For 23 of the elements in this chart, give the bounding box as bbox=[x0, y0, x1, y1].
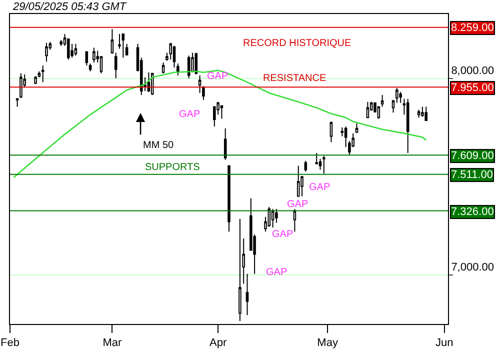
text: 29/05/2025 05:43 GMT bbox=[12, 1, 128, 13]
annotation: GAP bbox=[287, 199, 308, 210]
annotation: MM 50 bbox=[143, 140, 174, 151]
annotation: GAP bbox=[309, 182, 330, 193]
annotation: GAP bbox=[207, 71, 228, 82]
annotation: GAP bbox=[179, 109, 200, 120]
x-tick-label: Apr bbox=[209, 337, 227, 350]
annotation: SUPPORTS bbox=[145, 162, 200, 173]
y-tick-label: 8,000.00 bbox=[451, 64, 494, 77]
ref-line-label: 8.259.00 bbox=[451, 22, 494, 34]
annotation: RECORD HISTORIQUE bbox=[243, 38, 352, 49]
annotation: RESISTANCE bbox=[263, 73, 326, 84]
x-tick-label: May bbox=[317, 337, 338, 350]
annotation: GAP bbox=[272, 229, 294, 240]
x-tick-label: Jun bbox=[435, 337, 454, 350]
ref-line-label: 7.609.00 bbox=[451, 150, 494, 162]
ref-line-label: 7.955.00 bbox=[451, 82, 494, 94]
ref-line-label: 7.511.00 bbox=[451, 169, 494, 181]
y-tick-label: 7,000.00 bbox=[451, 262, 494, 274]
x-tick-label: Mar bbox=[102, 337, 122, 350]
ref-line-label: 7.326.00 bbox=[451, 206, 494, 218]
annotation: GAP bbox=[266, 267, 288, 278]
x-tick-label: Feb bbox=[0, 337, 20, 350]
